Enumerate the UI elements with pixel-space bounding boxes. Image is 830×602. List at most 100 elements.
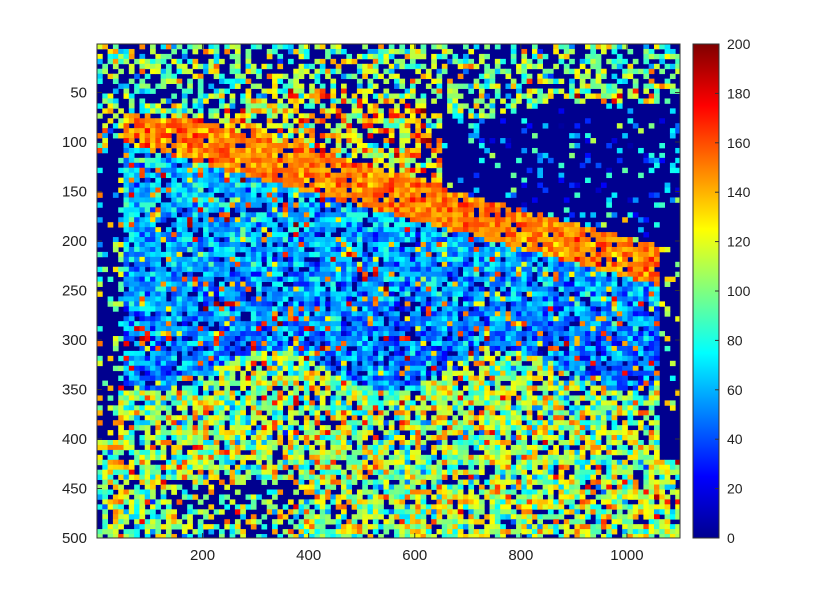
heatmap-cell <box>256 152 262 159</box>
heatmap-cell <box>256 197 262 203</box>
heatmap-cell <box>197 152 204 159</box>
heatmap-cell <box>102 93 108 99</box>
heatmap-cell <box>272 157 278 164</box>
heatmap-cell <box>574 242 581 248</box>
heatmap-cell <box>532 227 538 233</box>
heatmap-cell <box>590 58 597 65</box>
heatmap-cell <box>399 138 406 144</box>
heatmap-cell <box>484 306 490 312</box>
heatmap-cell <box>282 365 289 372</box>
heatmap-cell <box>436 143 443 149</box>
heatmap-cell <box>150 242 156 248</box>
heatmap-cell <box>526 212 533 218</box>
heatmap-cell <box>585 261 591 268</box>
heatmap-cell <box>229 370 236 377</box>
heatmap-cell <box>261 63 268 70</box>
heatmap-cell <box>234 162 241 169</box>
heatmap-cell <box>256 103 262 109</box>
heatmap-cell <box>144 197 151 203</box>
heatmap-cell <box>431 266 437 273</box>
heatmap-cell <box>351 291 358 297</box>
heatmap-cell <box>330 296 337 302</box>
heatmap-cell <box>224 242 231 248</box>
heatmap-cell <box>197 108 204 114</box>
heatmap-cell <box>181 256 188 263</box>
heatmap-cell <box>224 207 231 213</box>
heatmap-cell <box>250 192 257 198</box>
heatmap-cell <box>155 133 162 139</box>
heatmap-cell <box>155 187 162 193</box>
heatmap-cell <box>547 345 554 352</box>
heatmap-cell <box>553 340 559 347</box>
heatmap-cell <box>468 227 475 233</box>
heatmap-cell <box>669 276 676 282</box>
heatmap-cell <box>585 276 591 282</box>
heatmap-cell <box>144 187 151 193</box>
heatmap-cell <box>516 326 522 332</box>
heatmap-cell <box>436 44 443 50</box>
heatmap-cell <box>197 118 204 124</box>
heatmap-cell <box>484 242 490 248</box>
heatmap-cell <box>346 133 353 139</box>
heatmap-cell <box>139 276 146 282</box>
heatmap-cell <box>144 246 151 253</box>
heatmap-cell <box>675 123 681 129</box>
heatmap-cell <box>245 271 252 278</box>
heatmap-cell <box>532 326 538 332</box>
heatmap-cell <box>346 355 353 362</box>
heatmap-cell <box>489 237 496 243</box>
heatmap-cell <box>431 147 437 154</box>
heatmap-cell <box>399 251 406 258</box>
heatmap-cell <box>309 88 315 94</box>
heatmap-cell <box>330 187 337 193</box>
heatmap-cell <box>139 237 146 243</box>
heatmap-cell <box>654 321 660 327</box>
heatmap-cell <box>112 58 119 65</box>
heatmap-cell <box>250 147 257 154</box>
heatmap-cell <box>181 162 188 169</box>
heatmap-cell <box>532 355 538 362</box>
heatmap-cell <box>144 152 151 159</box>
heatmap-cell <box>669 108 676 114</box>
heatmap-cell <box>399 197 406 203</box>
heatmap-cell <box>256 340 262 347</box>
heatmap-cell <box>441 321 448 327</box>
heatmap-cell <box>627 355 634 362</box>
heatmap-cell <box>356 326 363 332</box>
heatmap-cell <box>415 345 421 352</box>
heatmap-cell <box>118 296 124 302</box>
heatmap-cell <box>144 133 151 139</box>
heatmap-cell <box>303 242 310 248</box>
heatmap-cell <box>675 187 681 193</box>
heatmap-cell <box>282 177 289 183</box>
heatmap-cell <box>563 321 570 327</box>
heatmap-cell <box>187 78 193 84</box>
heatmap-cell <box>595 261 602 268</box>
heatmap-cell <box>505 360 512 367</box>
heatmap-cell <box>303 271 310 278</box>
heatmap-cell <box>394 152 400 159</box>
heatmap-cell <box>134 350 140 357</box>
heatmap-cell <box>277 133 284 139</box>
heatmap-cell <box>388 152 395 159</box>
heatmap-cell <box>558 306 565 312</box>
heatmap-cell <box>505 73 512 80</box>
heatmap-cell <box>240 73 246 80</box>
heatmap-cell <box>399 83 406 89</box>
heatmap-cell <box>165 276 172 282</box>
heatmap-cell <box>341 242 347 248</box>
heatmap-cell <box>394 276 400 282</box>
heatmap-cell <box>388 232 395 238</box>
heatmap-cell <box>415 128 421 134</box>
heatmap-cell <box>622 336 628 342</box>
heatmap-cell <box>335 177 342 183</box>
heatmap-cell <box>409 177 416 183</box>
heatmap-cell <box>229 326 236 332</box>
heatmap-cell <box>155 63 162 70</box>
heatmap-cell <box>266 108 273 114</box>
heatmap-cell <box>585 157 591 164</box>
heatmap-cell <box>616 311 623 317</box>
heatmap-cell <box>643 53 650 60</box>
heatmap-cell <box>314 143 321 149</box>
